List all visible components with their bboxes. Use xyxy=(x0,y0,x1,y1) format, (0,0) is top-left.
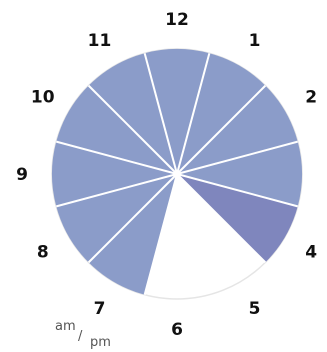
sector-divider xyxy=(87,84,178,175)
hour-sector-8[interactable] xyxy=(56,174,177,263)
hour-label-12[interactable]: 12 xyxy=(165,10,189,30)
hour-label-4[interactable]: 4 xyxy=(305,243,317,263)
hour-sector-4[interactable] xyxy=(177,174,298,263)
sector-divider xyxy=(143,173,178,295)
hour-label-6[interactable]: 6 xyxy=(171,320,183,340)
hour-sector-11[interactable] xyxy=(88,53,177,174)
sector-divider xyxy=(143,53,178,175)
sector-divider xyxy=(176,173,298,208)
hour-label-8[interactable]: 8 xyxy=(37,243,49,263)
hour-sector-1[interactable] xyxy=(177,53,266,174)
hour-label-11[interactable]: 11 xyxy=(88,31,112,51)
hour-label-9[interactable]: 9 xyxy=(16,165,28,185)
hour-sector-10[interactable] xyxy=(56,85,177,174)
am-label[interactable]: am xyxy=(55,319,76,334)
sector-divider xyxy=(87,173,178,264)
hour-labels: 121234567891011 xyxy=(16,10,327,340)
hour-sector-12[interactable] xyxy=(144,49,210,174)
sector-divider xyxy=(56,173,178,208)
hour-label-1[interactable]: 1 xyxy=(249,31,261,51)
hour-sector-7[interactable] xyxy=(88,174,177,295)
hour-sectors xyxy=(52,49,302,295)
sector-divider xyxy=(176,84,267,175)
hour-label-7[interactable]: 7 xyxy=(94,299,106,319)
hour-label-10[interactable]: 10 xyxy=(31,88,55,108)
hour-label-5[interactable]: 5 xyxy=(249,299,261,319)
hour-sector-3[interactable] xyxy=(177,141,302,207)
pm-label[interactable]: pm xyxy=(90,335,111,350)
sector-dividers xyxy=(56,53,298,295)
hour-sector-2[interactable] xyxy=(177,85,298,174)
sector-divider xyxy=(176,53,211,175)
hour-sector-9[interactable] xyxy=(52,141,177,207)
sector-divider xyxy=(56,140,178,175)
am-pm-separator: / xyxy=(78,329,83,344)
sector-divider xyxy=(176,173,267,264)
hour-label-2[interactable]: 2 xyxy=(305,88,317,108)
am-pm-toggle[interactable]: am / pm xyxy=(55,319,111,350)
sector-divider xyxy=(176,140,298,175)
